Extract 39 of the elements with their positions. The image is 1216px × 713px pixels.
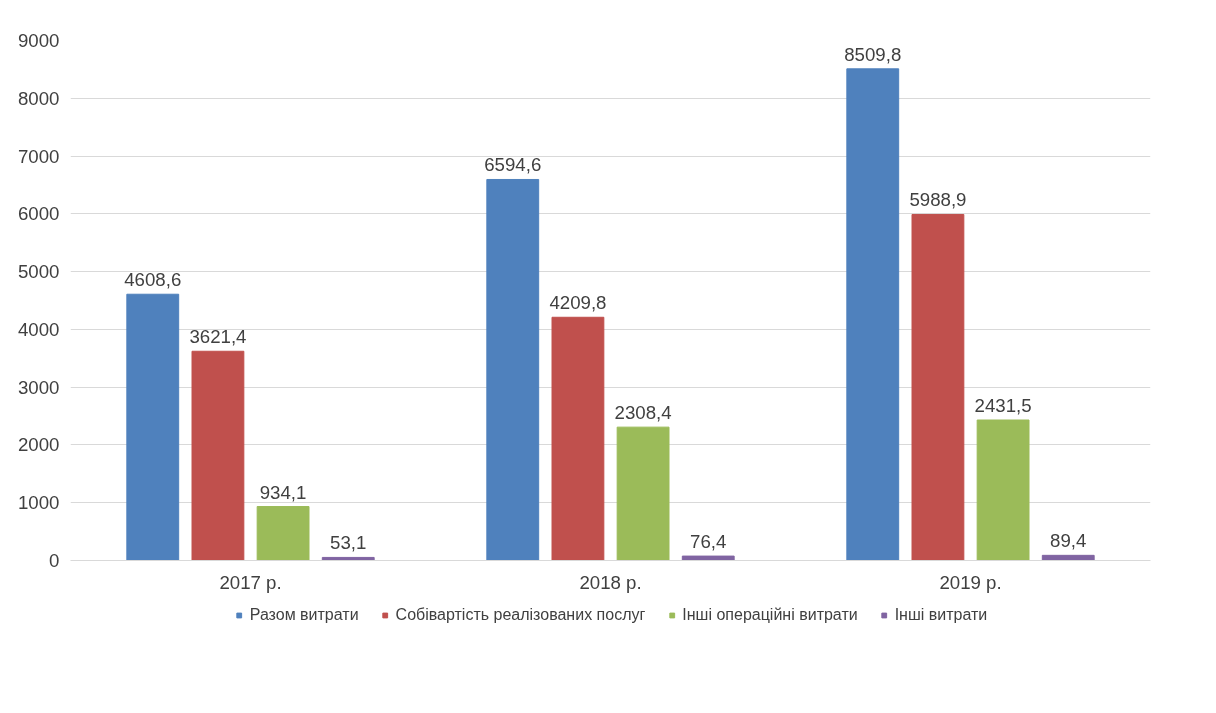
legend-label: Разом витрати [249,606,359,624]
data-label: 934,1 [259,481,307,503]
data-label: 6594,6 [484,154,542,176]
bar [911,213,965,561]
data-label: 5988,9 [909,189,967,211]
y-tick-label: 2000 [18,434,60,456]
bar [551,316,605,561]
legend-label: Інші операційні витрати [682,606,858,624]
y-tick-label: 8000 [18,87,60,109]
bar [681,555,735,561]
y-tick-label: 9000 [18,30,60,51]
data-label: 2431,5 [974,395,1032,417]
legend-label: Інші витрати [894,606,988,624]
data-label: 2308,4 [614,402,672,424]
bar [616,426,670,561]
x-tick-label: 2018 р. [579,571,642,593]
bar [256,506,310,561]
bar [846,68,900,561]
data-label: 4608,6 [124,269,182,291]
x-tick-label: 2019 р. [939,571,1002,593]
y-tick-label: 1000 [18,492,60,514]
y-tick-label: 3000 [18,376,60,398]
data-label: 76,4 [690,531,727,553]
data-label: 53,1 [330,532,367,554]
x-tick-label: 2017 р. [219,571,282,593]
bar [191,350,245,561]
y-tick-label: 6000 [18,203,60,225]
data-label: 89,4 [1050,530,1087,552]
legend-label: Собівартість реалізованих послуг [395,606,646,624]
data-label: 8509,8 [844,43,902,65]
y-tick-label: 5000 [18,261,60,283]
bar [126,293,180,561]
data-label: 4209,8 [549,292,607,314]
y-tick-label: 7000 [18,145,60,167]
data-label: 3621,4 [189,326,247,348]
bar [486,178,540,561]
bar [976,419,1030,561]
y-tick-label: 4000 [18,318,60,340]
y-tick-label: 0 [49,550,60,571]
